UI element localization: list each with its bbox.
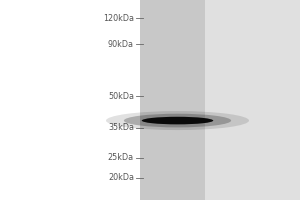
- Ellipse shape: [124, 114, 231, 127]
- Text: 90kDa: 90kDa: [108, 40, 134, 49]
- Text: 35kDa: 35kDa: [108, 123, 134, 132]
- Text: 20kDa: 20kDa: [108, 173, 134, 182]
- Ellipse shape: [142, 117, 213, 124]
- Bar: [140, 0, 205, 200]
- Text: 120kDa: 120kDa: [103, 14, 134, 23]
- Text: 50kDa: 50kDa: [108, 92, 134, 101]
- Bar: [205, 0, 300, 200]
- Text: 25kDa: 25kDa: [108, 153, 134, 162]
- Ellipse shape: [106, 111, 249, 130]
